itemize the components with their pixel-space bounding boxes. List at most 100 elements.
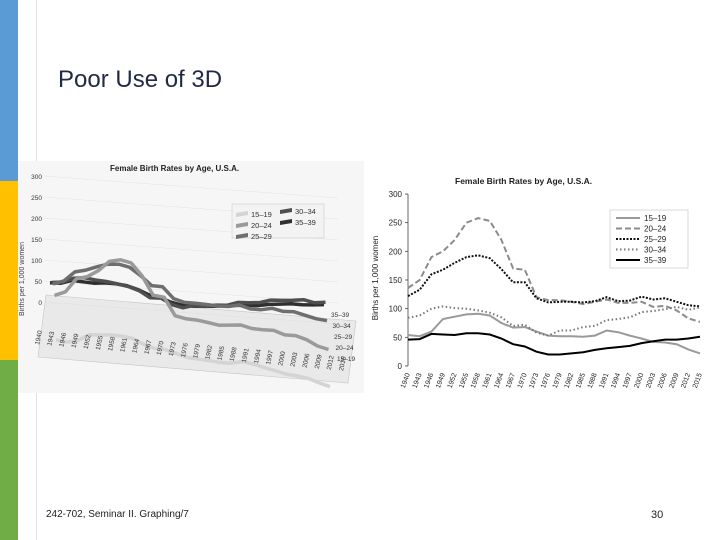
x-tick-label: 1964 (131, 338, 141, 354)
footer-course-label: 242-702, Seminar II. Graphing/7 (46, 509, 189, 520)
legend-label: 15–19 (644, 214, 667, 223)
x-tick-label: 1979 (192, 343, 202, 359)
x-tick-label: 1952 (83, 334, 93, 350)
x-tick-label: 1973 (168, 341, 178, 357)
grid-line (43, 259, 339, 283)
x-tick-label: 1976 (540, 372, 552, 389)
y-tick-label: 300 (31, 174, 42, 181)
x-tick-label: 1970 (156, 340, 166, 356)
x-tick-label: 1976 (180, 342, 190, 358)
legend-swatch (236, 222, 248, 228)
legend-label: 15–19 (251, 210, 272, 219)
x-tick-label: 2015 (338, 356, 348, 372)
x-tick-label: 1985 (217, 345, 227, 361)
depth-label: 35–39 (331, 312, 349, 319)
x-tick-label: 1964 (493, 372, 505, 389)
y-tick-label: 250 (389, 219, 403, 228)
x-tick-label: 1988 (229, 346, 239, 362)
x-tick-label: 1994 (253, 348, 263, 364)
x-tick-label: 1940 (34, 330, 44, 346)
legend-label: 25–29 (251, 232, 272, 241)
legend-label: 35–39 (295, 218, 316, 227)
series-ribbon-25–29 (52, 262, 328, 323)
legend-label: 20–24 (644, 225, 667, 234)
y-tick-label: 0 (38, 300, 42, 307)
chart-3d-title: Female Birth Rates by Age, U.S.A. (110, 164, 239, 173)
x-tick-label: 1967 (505, 372, 517, 389)
x-tick-label: 2003 (645, 372, 657, 389)
y-tick-label: 150 (389, 276, 403, 285)
page-number: 30 (651, 509, 664, 521)
chart-2d: Female Birth Rates by Age, U.S.A. Births… (371, 176, 704, 389)
x-tick-label: 1988 (587, 372, 599, 389)
depth-label: 25–29 (334, 334, 352, 341)
x-tick-label: 1967 (144, 339, 154, 355)
x-tick-label: 2000 (277, 350, 287, 366)
legend-swatch (280, 219, 292, 225)
x-tick-label: 1982 (204, 344, 214, 360)
x-tick-label: 1949 (435, 372, 447, 389)
floor-plane (37, 294, 357, 384)
chart-3d-ylabel: Births per 1,000 women (19, 242, 26, 316)
x-tick-label: 1946 (423, 372, 435, 389)
grid-line (43, 301, 339, 325)
series-line-20–24 (407, 217, 701, 323)
x-tick-label: 2000 (634, 372, 646, 389)
x-tick-label: 1946 (58, 332, 68, 348)
legend-swatch (236, 233, 248, 239)
x-tick-label: 2009 (669, 372, 681, 389)
x-tick-label: 2003 (290, 351, 300, 367)
x-tick-label: 1955 (458, 372, 470, 389)
grid-line (43, 238, 339, 262)
x-tick-label: 2006 (657, 372, 669, 389)
x-tick-label: 1994 (610, 372, 622, 389)
x-tick-label: 1961 (119, 337, 129, 353)
series-line-25–29 (407, 254, 701, 308)
legend-swatch (280, 208, 292, 214)
x-tick-label: 1955 (95, 335, 105, 351)
x-tick-label: 1970 (517, 372, 529, 389)
y-tick-label: 50 (35, 279, 43, 286)
legend-label: 20–24 (251, 221, 272, 230)
series-line-30–34 (407, 305, 701, 337)
grid-line (43, 175, 339, 199)
x-tick-label: 2012 (680, 372, 692, 389)
legend-label: 25–29 (644, 235, 667, 244)
y-tick-label: 200 (31, 216, 42, 223)
y-tick-label: 300 (389, 190, 403, 199)
chart-2d-ylabel: Births per 1,000 women (371, 236, 380, 321)
accent-bar-yellow (0, 181, 18, 360)
y-tick-label: 50 (393, 333, 402, 342)
series-line-35–39 (407, 332, 701, 356)
x-tick-label: 1943 (412, 372, 424, 389)
legend-label: 30–34 (295, 207, 316, 216)
series-ribbon-15–19 (55, 333, 331, 389)
x-tick-label: 2009 (314, 353, 324, 369)
x-tick-label: 1982 (563, 372, 575, 389)
x-tick-label: 1991 (241, 347, 251, 363)
legend-label: 35–39 (644, 256, 667, 265)
y-tick-label: 100 (31, 258, 42, 265)
accent-bar-blue (0, 0, 18, 181)
y-tick-label: 100 (389, 305, 403, 314)
series-line-15–19 (407, 312, 701, 355)
chart-2d-title: Female Birth Rates by Age, U.S.A. (455, 176, 592, 186)
x-tick-label: 2006 (302, 352, 312, 368)
x-tick-label: 2015 (692, 372, 704, 389)
y-tick-label: 0 (398, 362, 403, 371)
x-tick-label: 1979 (552, 372, 564, 389)
depth-label: 15–19 (337, 356, 355, 363)
slide-title: Poor Use of 3D (58, 66, 223, 93)
series-ribbon-30–34 (51, 275, 326, 310)
depth-label: 30–34 (333, 323, 351, 330)
x-tick-label: 1961 (482, 372, 494, 389)
x-tick-label: 1943 (46, 331, 56, 347)
x-tick-label: 1940 (400, 372, 412, 389)
x-tick-label: 1958 (107, 336, 117, 352)
x-tick-label: 1973 (528, 372, 540, 389)
x-tick-label: 1991 (599, 372, 611, 389)
depth-label: 20–24 (336, 345, 354, 352)
y-tick-label: 200 (389, 247, 403, 256)
y-tick-label: 150 (31, 237, 42, 244)
